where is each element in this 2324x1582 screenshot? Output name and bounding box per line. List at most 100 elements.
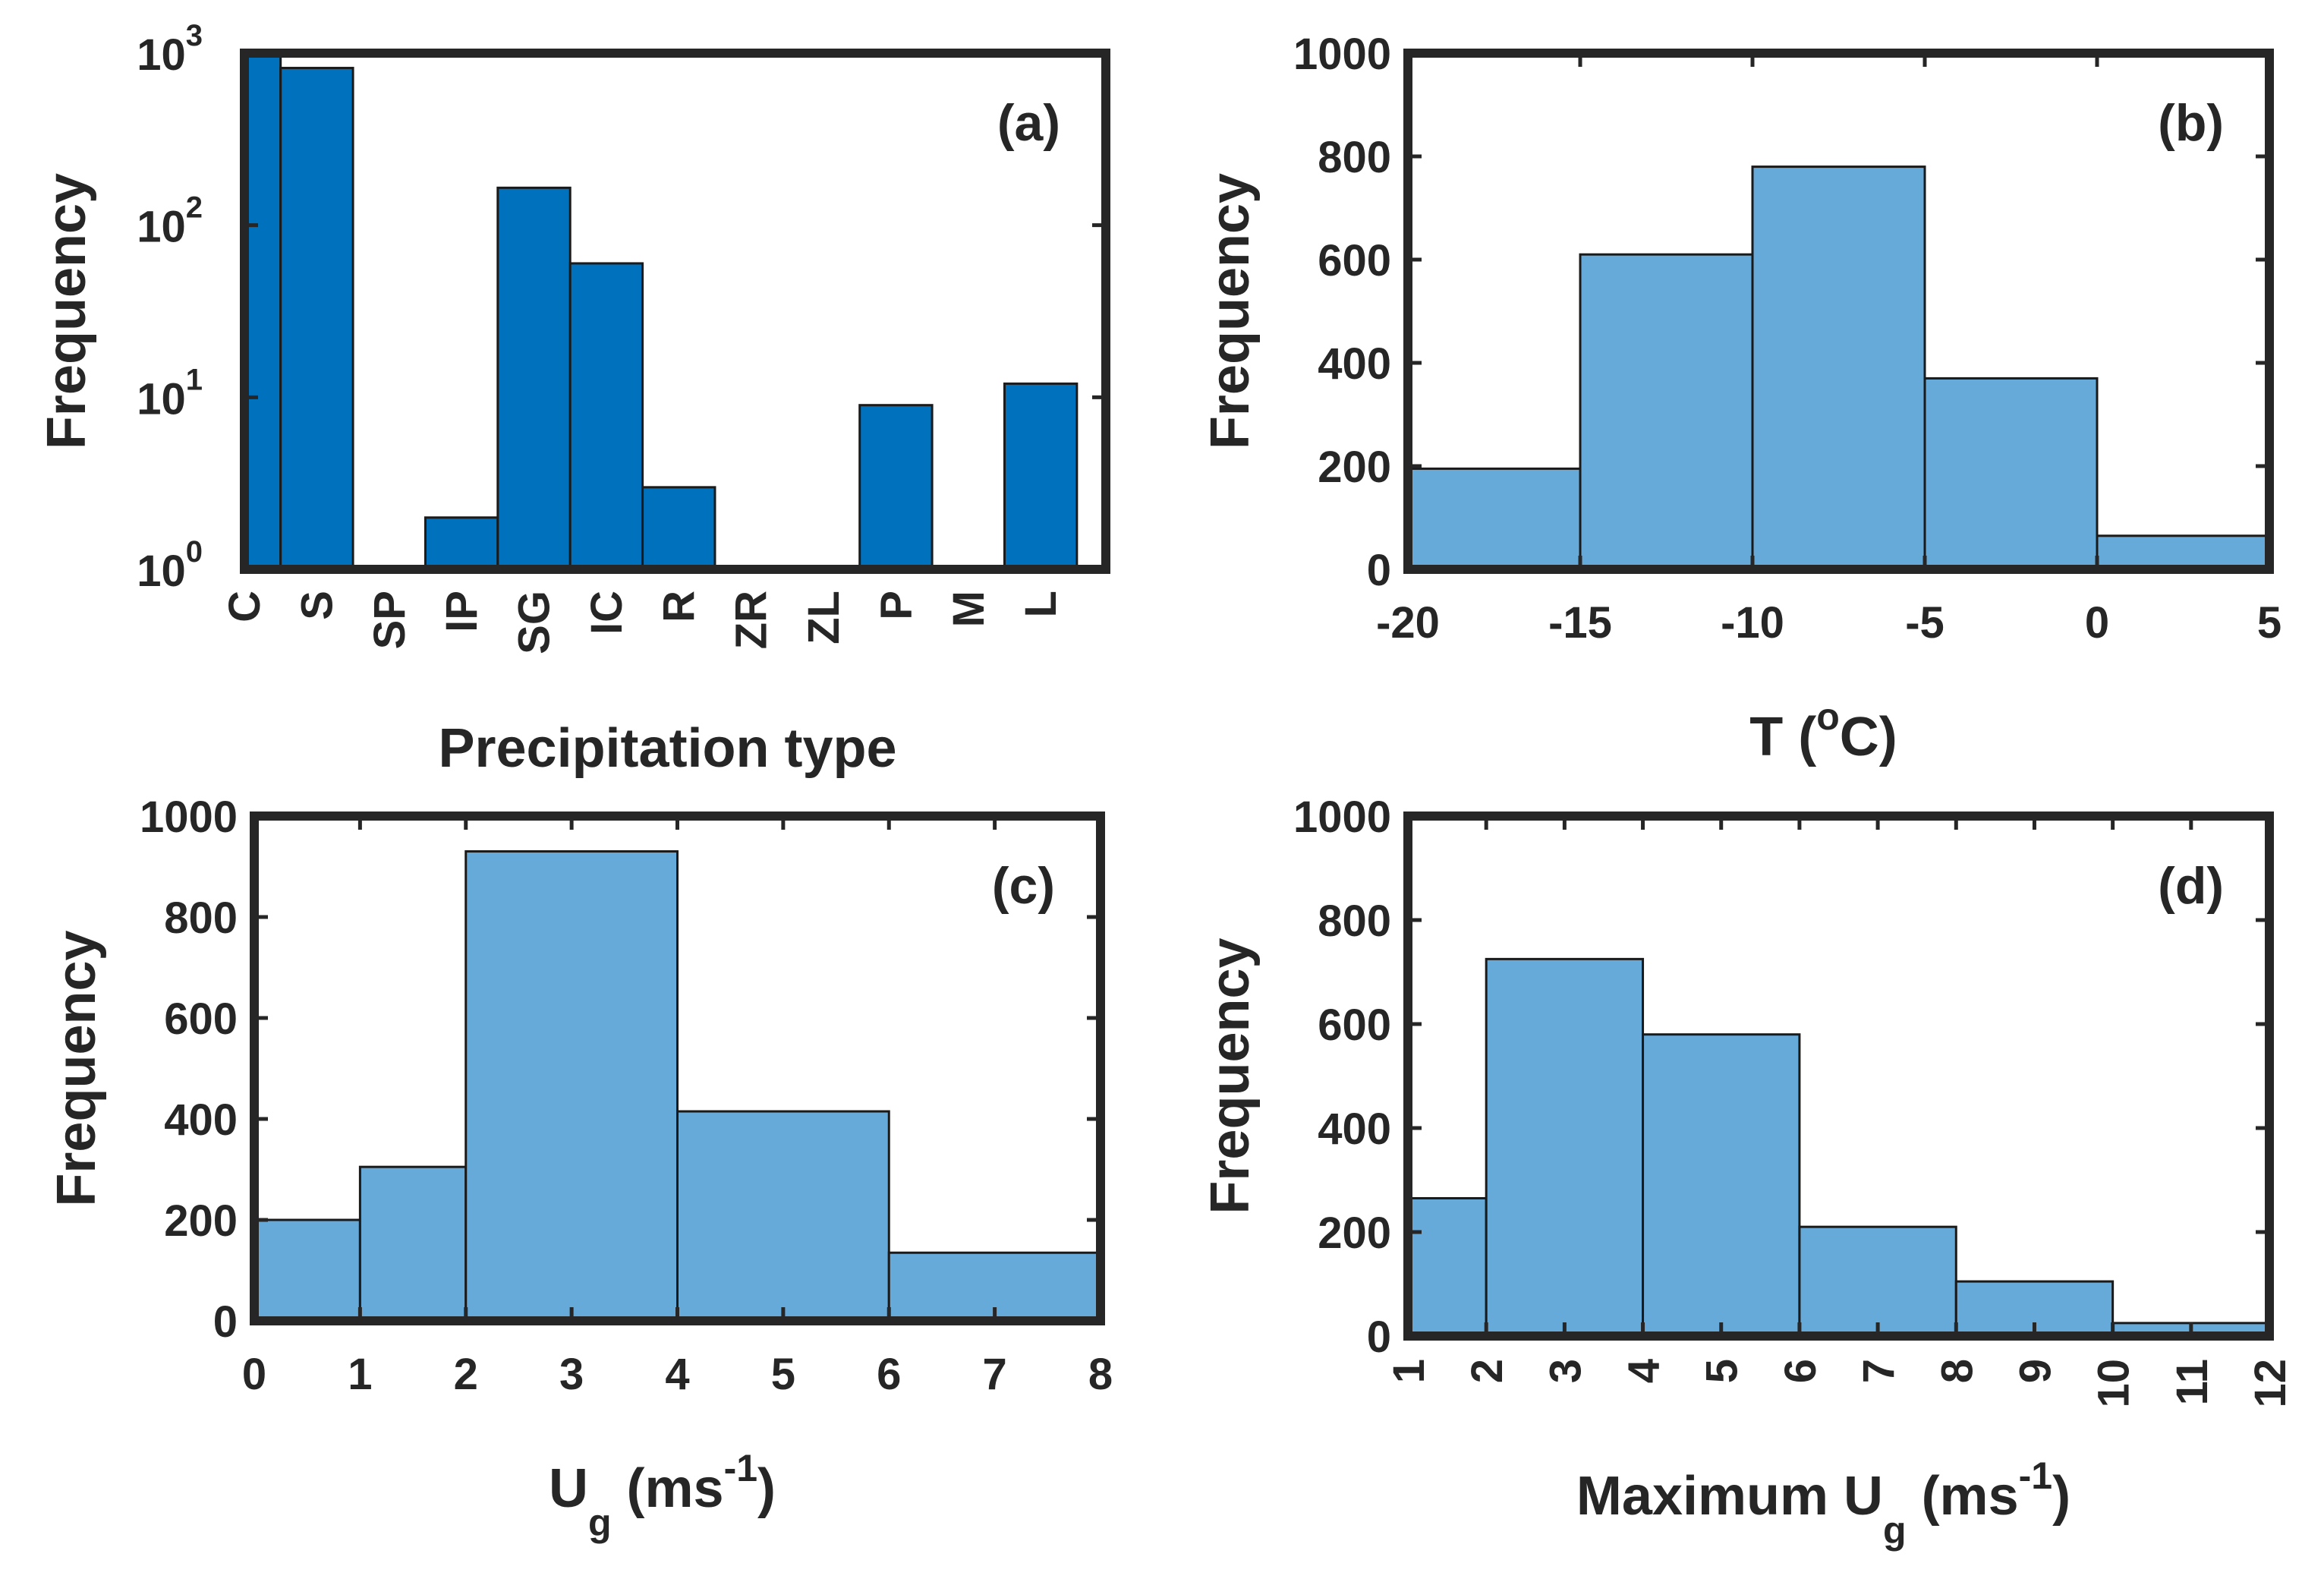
panel-a-frame [240, 49, 1110, 574]
bar-P [858, 404, 934, 569]
panel-b-bin-4 [2096, 534, 2271, 571]
panel-d-xtick-2: 3 [1541, 1359, 1590, 1383]
panel-d-xlabel-sup: -1 [2019, 1454, 2052, 1497]
panel-b-xtick-1: -15 [1548, 598, 1612, 648]
panel-d-xlabel-mid: (ms [1907, 1466, 2019, 1527]
panel-c-xlabel-mid: (ms [612, 1458, 724, 1519]
bar-SG [496, 186, 572, 569]
panel-d-bin-0 [1406, 1196, 1488, 1338]
panel-c-ytick-4: 800 [164, 893, 238, 943]
panel-a-ytick-2: 102 [137, 191, 203, 252]
panel-c-frame [250, 811, 1105, 1325]
panel-b-bin-2 [1751, 165, 1926, 571]
panel-b-xtick-4: 0 [2085, 598, 2109, 648]
panel-c-bin-3 [676, 1110, 890, 1322]
panel-a-ytick-exp-3: 3 [186, 19, 203, 52]
panel-b-ytick-2: 400 [1318, 339, 1391, 389]
panel-b-xlabel-sup: o [1816, 695, 1840, 738]
panel-d-xtick-9: 10 [2089, 1359, 2139, 1408]
panel-d-bin-2 [1642, 1033, 1801, 1338]
panel-c-bin-0 [253, 1218, 361, 1322]
panel-d-xlabel-main: Maximum U [1576, 1466, 1883, 1527]
panel-c-xtick-2: 2 [454, 1350, 478, 1399]
panel-b-ytick-1: 200 [1318, 443, 1391, 492]
panel-c-ylabel: Frequency [46, 930, 107, 1206]
panel-d-ytick-2: 400 [1318, 1105, 1391, 1154]
panel-d-ylabel: Frequency [1200, 938, 1261, 1214]
panel-c-xlabel-sub: g [588, 1502, 612, 1544]
panel-c-bin-2 [464, 850, 679, 1322]
panel-d-xlabel: Maximum Ug (ms-1) [1576, 1454, 2071, 1552]
panel-b-ylabel: Frequency [1200, 173, 1261, 449]
panel-c-ytick-1: 200 [164, 1196, 238, 1246]
panel-a-xtick-IP: IP [437, 591, 487, 632]
panel-d-frame [1403, 811, 2274, 1341]
panel-a-xtick-L: L [1016, 591, 1066, 617]
panel-b-ytick-4: 800 [1318, 133, 1391, 182]
panel-d-bars [1406, 957, 2271, 1338]
panel-b-xtick-0: -20 [1376, 598, 1440, 648]
bar-S [279, 67, 354, 569]
panel-d-xtick-3: 4 [1620, 1359, 1669, 1383]
panel-b-bin-3 [1923, 377, 2099, 571]
panel-a-xtick-SG: SG [510, 591, 559, 654]
panel-c-xtick-1: 1 [348, 1350, 372, 1399]
panel-b-xtick-5: 5 [2257, 598, 2281, 648]
panel-d-tag: (d) [2158, 857, 2224, 915]
panel-c-xlabel: Ug (ms-1) [549, 1447, 776, 1544]
panel-a-tag: (a) [997, 94, 1060, 152]
bar-IC [568, 262, 644, 569]
panel-d-xtick-4: 5 [1698, 1359, 1747, 1383]
panel-b-temperature: 0 200 400 600 800 1000 -20 -15 -10 -5 0 5 T (oC) Freq… [1200, 30, 2281, 767]
panel-c-xtick-3: 3 [559, 1350, 584, 1399]
panel-d-xtick-11: 12 [2246, 1359, 2295, 1408]
panel-b-ytick-0: 0 [1367, 546, 1391, 595]
panel-a-xtick-ZR: ZR [727, 591, 776, 649]
panel-c-ytick-3: 600 [164, 994, 238, 1044]
panel-d-bin-3 [1798, 1225, 1957, 1338]
panel-a-ylabel: Frequency [36, 173, 97, 449]
panel-c-xtick-5: 5 [771, 1350, 795, 1399]
panel-d-ytick-1: 200 [1318, 1209, 1391, 1258]
panel-c-ytick-5: 1000 [140, 793, 238, 842]
panel-c-ytick-2: 400 [164, 1095, 238, 1145]
panel-d-xtick-6: 7 [1854, 1359, 1904, 1383]
panel-c-xtick-7: 7 [982, 1350, 1006, 1399]
panel-b-ytick-5: 1000 [1293, 30, 1391, 79]
panel-b-bin-0 [1406, 467, 1582, 571]
panel-c-tag: (c) [992, 857, 1055, 915]
panel-a-xtick-IC: IC [582, 591, 631, 635]
panel-b-ytick-3: 600 [1318, 236, 1391, 285]
panel-a-xlabel: Precipitation type [438, 718, 896, 779]
panel-a-ytick-exp-1: 1 [186, 363, 203, 396]
panel-a-ytick-exp-0: 0 [186, 535, 203, 569]
panel-d-xtick-7: 8 [1932, 1359, 1982, 1383]
panel-a-ytick-base-1: 10 [137, 374, 186, 424]
panel-a-xtick-S: S [292, 591, 342, 620]
panel-b-xtick-3: -5 [1905, 598, 1945, 648]
panel-a-bars [244, 53, 1079, 569]
panel-a-ytick-exp-2: 2 [186, 191, 203, 225]
panel-c-bin-1 [358, 1165, 468, 1322]
panel-a-ytick-base-3: 10 [137, 30, 186, 80]
panel-c-bars [253, 850, 1102, 1322]
bar-IP [424, 516, 499, 569]
panel-c-ug: 0 200 400 600 800 1000 0 1 2 3 4 5 6 7 8 Ug (ms-1) Frequ… [46, 793, 1113, 1544]
panel-a-ytick-base-2: 10 [137, 203, 186, 252]
panel-d-xtick-0: 1 [1384, 1359, 1434, 1383]
panel-d-xtick-1: 2 [1463, 1359, 1512, 1383]
panel-c-xlabel-tail: ) [757, 1458, 776, 1519]
panel-b-xlabel-tail: C) [1840, 707, 1897, 767]
panel-a-ytick-0: 100 [137, 535, 203, 596]
panel-a-xtick-R: R [654, 591, 704, 622]
panel-a-xtick-P: P [871, 591, 921, 620]
panel-c-xtick-0: 0 [242, 1350, 266, 1399]
bar-L [1003, 382, 1079, 569]
panel-c-ytick-0: 0 [213, 1297, 238, 1347]
panel-b-xlabel: T (oC) [1749, 695, 1897, 767]
panel-a-xtick-SP: SP [365, 591, 414, 649]
panel-d-ytick-5: 1000 [1293, 793, 1391, 842]
